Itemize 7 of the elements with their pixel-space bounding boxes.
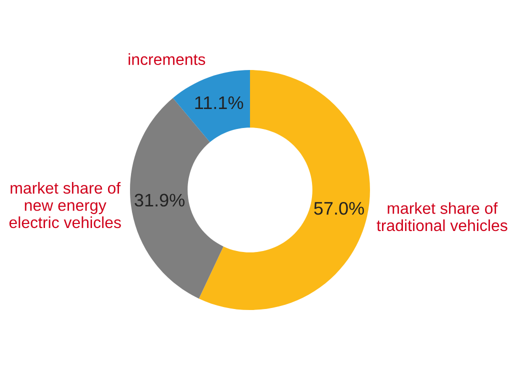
donut-slice bbox=[172, 70, 250, 142]
slice-label: market share of new energy electric vehicles bbox=[9, 182, 121, 228]
data-label: 11.1% bbox=[195, 96, 244, 110]
data-label: 57.0% bbox=[314, 202, 364, 215]
slice-label: market share of traditional vehicles bbox=[376, 202, 508, 232]
slice-label: increments bbox=[128, 53, 206, 66]
data-label: 31.9% bbox=[134, 194, 185, 207]
